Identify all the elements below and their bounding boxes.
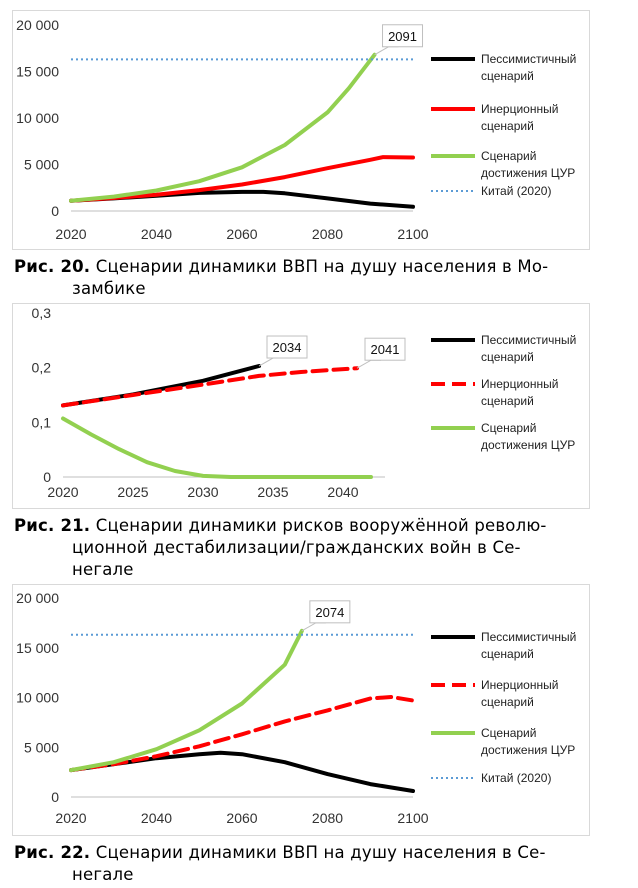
legend-label-inertial: Инерционный сценарий (481, 102, 558, 133)
legend-label-line: Сценарий (481, 726, 536, 740)
legend-label-inertial: Инерционный сценарий (481, 377, 558, 408)
series-line-inertial (69, 695, 415, 773)
chart-panel-gdp-mozambique: 0 5 000 10 000 15 000 20 000 2020 2040 2060 2080… (12, 10, 590, 250)
y-tick-label: 20 000 (16, 17, 59, 33)
callout-box (364, 337, 406, 361)
x-tick-label: 2060 (226, 226, 257, 242)
callout-box (309, 600, 351, 624)
x-tick-label: 2035 (257, 484, 288, 500)
legend-label-line: Пессимистичный (481, 52, 576, 66)
chart-gdp-mozambique: 0 5 000 10 000 15 000 20 000 2020 2040 2060 2080… (16, 17, 576, 242)
legend-label-china-2020: Китай (2020) (481, 771, 551, 785)
series-line-inertial (61, 366, 359, 408)
series-line-sdg (69, 628, 304, 773)
legend-label-line: Инерционный (481, 377, 558, 391)
y-tick-label: 15 000 (16, 640, 59, 656)
legend-label-line: Китай (2020) (481, 184, 551, 198)
x-tick-label: 2020 (47, 484, 78, 500)
callout-label: 2074 (315, 605, 344, 620)
x-tick-label: 2040 (327, 484, 358, 500)
caption-text-cont: негале (72, 865, 134, 884)
x-tick-label: 2030 (187, 484, 218, 500)
legend-label-line: достижения ЦУР (481, 743, 575, 757)
chart-panel-risk-senegal: 0 0,1 0,2 0,3 2020 2025 2030 2035 2040 2034 2041 Пе… (12, 303, 590, 509)
legend-label-sdg: Сценарий достижения ЦУР (481, 726, 575, 757)
legend-label-line: сценарий (481, 647, 534, 661)
caption-text: Сценарии динамики ВВП на душу населения … (90, 843, 546, 862)
legend-label-line: сценарий (481, 69, 534, 83)
y-tick-label: 0 (51, 203, 59, 219)
callout-box (382, 24, 424, 48)
x-tick-label: 2020 (55, 226, 86, 242)
legend-label-line: Сценарий (481, 421, 536, 435)
callout-pointer (258, 357, 283, 367)
caption-figure-22: Рис. 22. Сценарии динамики ВВП на душу н… (14, 842, 594, 886)
y-tick-label: 0 (43, 469, 51, 485)
x-tick-label: 2040 (141, 810, 172, 826)
y-tick-label: 0,1 (32, 414, 52, 430)
y-tick-label: 0 (51, 789, 59, 805)
callout-pointer (356, 359, 381, 369)
caption-label: Рис. 22. (14, 843, 91, 862)
legend-label-pessimistic: Пессимистичный сценарий (481, 52, 576, 83)
x-tick-label: 2040 (141, 226, 172, 242)
y-tick-label: 0,3 (32, 305, 52, 321)
y-tick-label: 10 000 (16, 690, 59, 706)
x-tick-label: 2100 (397, 810, 428, 826)
series-line-sdg (61, 416, 373, 479)
callout-pointer (301, 622, 326, 632)
legend-label-line: достижения ЦУР (481, 438, 575, 452)
caption-text-cont2: негале (72, 560, 134, 579)
x-tick-label: 2100 (397, 226, 428, 242)
legend-label-china-2020: Китай (2020) (481, 184, 551, 198)
legend-label-pessimistic: Пессимистичный сценарий (481, 630, 576, 661)
y-tick-label: 0,2 (32, 360, 52, 376)
x-tick-label: 2025 (117, 484, 148, 500)
chart-risk-senegal: 0 0,1 0,2 0,3 2020 2025 2030 2035 2040 2034 2041 Пе… (32, 305, 577, 500)
legend-label-line: Инерционный (481, 678, 558, 692)
y-tick-label: 10 000 (16, 110, 59, 126)
legend-label-line: Пессимистичный (481, 333, 576, 347)
legend-label-inertial: Инерционный сценарий (481, 678, 558, 709)
caption-text-cont: ционной дестабилизации/гражданских войн … (72, 538, 521, 557)
x-tick-label: 2060 (226, 810, 257, 826)
legend-label-line: Сценарий (481, 149, 536, 163)
callout-box (266, 335, 308, 359)
caption-text: Сценарии динамики рисков вооружённой рев… (90, 516, 547, 535)
legend-label-pessimistic: Пессимистичный сценарий (481, 333, 576, 364)
callout-label: 2034 (273, 340, 302, 355)
x-tick-label: 2080 (312, 810, 343, 826)
legend-label-line: сценарий (481, 119, 534, 133)
legend-label-line: сценарий (481, 695, 534, 709)
callout-label: 2091 (388, 29, 417, 44)
legend-label-sdg: Сценарий достижения ЦУР (481, 421, 575, 452)
x-tick-label: 2080 (312, 226, 343, 242)
legend-label-line: Пессимистичный (481, 630, 576, 644)
callout-pointer (374, 46, 399, 56)
y-tick-label: 5 000 (24, 739, 59, 755)
series-line-inertial (69, 155, 415, 203)
callout-label: 2041 (371, 342, 400, 357)
caption-text: Сценарии динамики ВВП на душу населения … (90, 257, 549, 276)
legend-label-line: Китай (2020) (481, 771, 551, 785)
legend-label-line: Инерционный (481, 102, 558, 116)
caption-label: Рис. 20. (14, 257, 91, 276)
legend-label-sdg: Сценарий достижения ЦУР (481, 149, 575, 180)
legend-label-line: сценарий (481, 350, 534, 364)
y-tick-label: 20 000 (16, 590, 59, 606)
y-tick-label: 15 000 (16, 64, 59, 80)
chart-panel-gdp-senegal: 0 5 000 10 000 15 000 20 000 2020 2040 2060 2080… (12, 584, 590, 836)
chart-gdp-senegal: 0 5 000 10 000 15 000 20 000 2020 2040 2060 2080… (16, 590, 576, 826)
caption-label: Рис. 21. (14, 516, 91, 535)
series-line-sdg (69, 52, 377, 203)
x-tick-label: 2020 (55, 810, 86, 826)
caption-figure-20: Рис. 20. Сценарии динамики ВВП на душу н… (14, 256, 594, 300)
y-tick-label: 5 000 (24, 157, 59, 173)
legend-label-line: сценарий (481, 394, 534, 408)
legend-label-line: достижения ЦУР (481, 166, 575, 180)
caption-text-cont: замбике (72, 279, 146, 298)
caption-figure-21: Рис. 21. Сценарии динамики рисков вооруж… (14, 515, 594, 581)
